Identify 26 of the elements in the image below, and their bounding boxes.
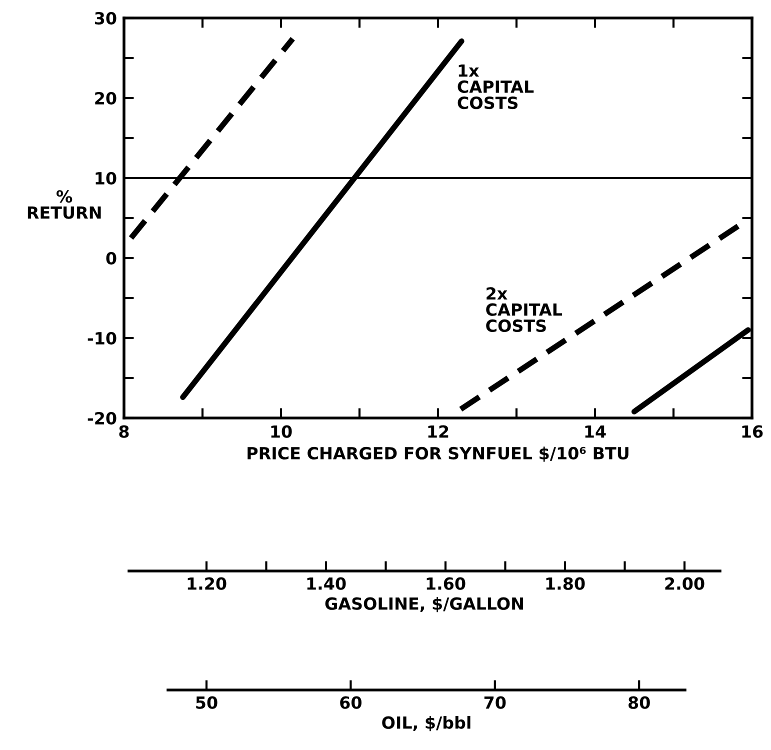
text: OIL, $/bbl — [382, 716, 470, 732]
y-axis-title: % RETURN — [28, 190, 101, 219]
y-tick-label: 10 — [96, 172, 116, 185]
x-tick-label: 12 — [428, 425, 448, 438]
text: 2.00 — [665, 577, 704, 590]
x-tick-label: 16 — [742, 425, 763, 438]
text: 1.40 — [307, 577, 346, 590]
text: 60 — [340, 696, 362, 709]
x-tick-label: 10 — [271, 425, 292, 438]
y-tick-label: 30 — [94, 12, 116, 25]
text: GASOLINE, $/GALLON — [325, 597, 523, 612]
annotation: 1x CAPITAL COSTS — [458, 64, 534, 110]
text: 50 — [196, 696, 218, 709]
annotation: 2x CAPITAL COSTS — [486, 287, 562, 332]
y-tick-label: 20 — [95, 92, 116, 105]
y-tick-label: -10 — [88, 332, 116, 345]
x-tick-label: 14 — [585, 425, 606, 438]
text: 80 — [628, 696, 650, 709]
text: 1.60 — [426, 577, 466, 590]
x-tick-label: 8 — [119, 425, 129, 438]
text: 1.80 — [546, 577, 585, 590]
y-tick-label: 0 — [106, 252, 116, 265]
y-tick-label: -20 — [88, 412, 116, 425]
x-axis-title: PRICE CHARGED FOR SYNFUEL $/10⁶ BTU — [248, 446, 628, 462]
text: 1.20 — [188, 577, 226, 590]
text: 70 — [484, 696, 506, 709]
